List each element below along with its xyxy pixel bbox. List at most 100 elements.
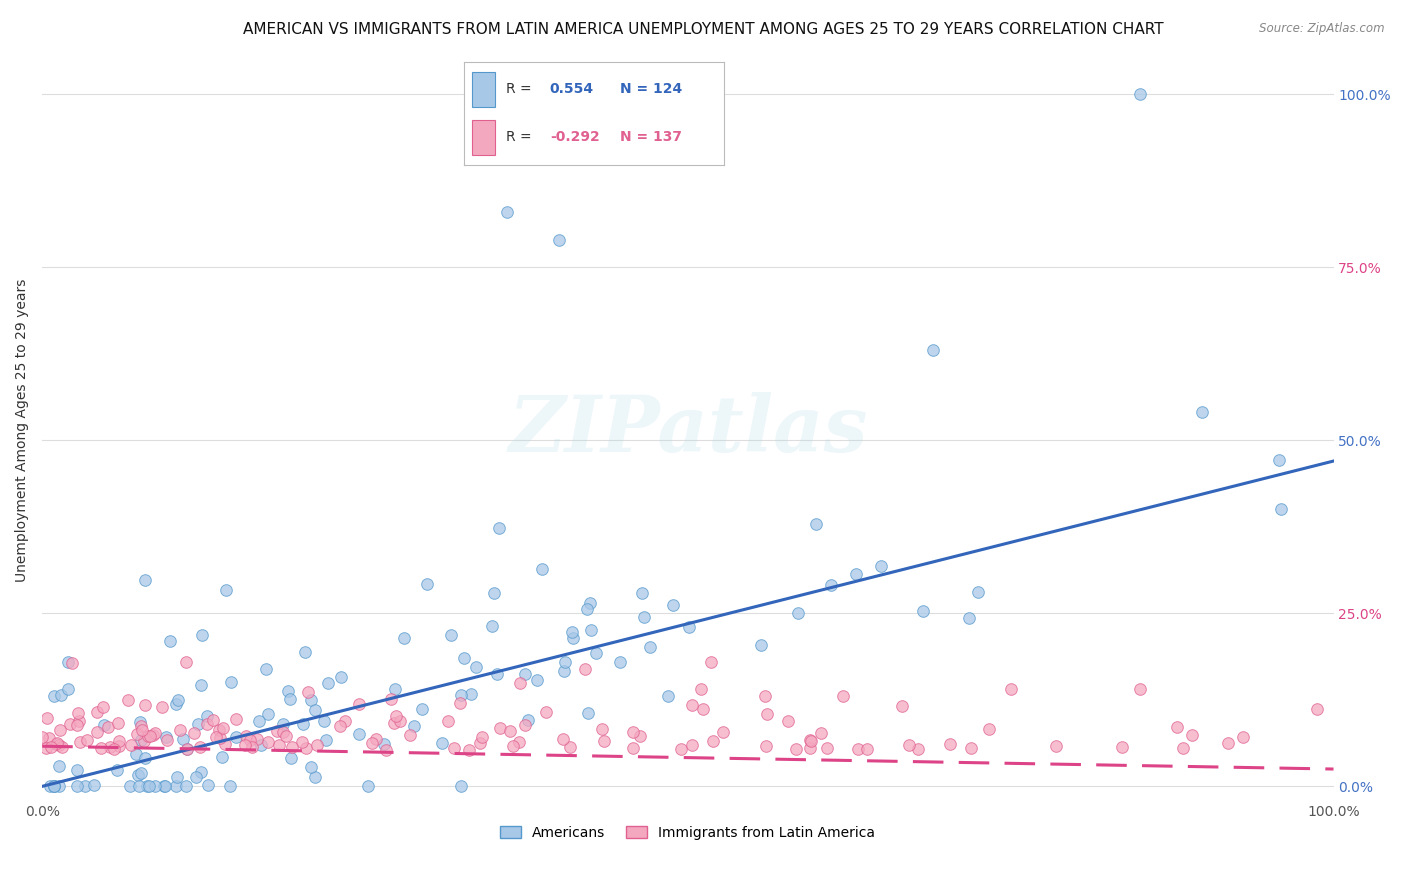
Point [225,712,247,726]
Point [31,730,53,744]
Point [402,718,425,732]
Point [609,656,631,670]
Point [48,759,70,773]
Point [165,697,187,711]
Point [1129,682,1152,697]
Point [221,675,243,690]
Point [167,693,190,707]
Point [846,741,869,756]
Point [56,682,79,697]
Point [254,662,277,676]
Point [190,678,212,692]
Point [411,701,433,715]
Point [349,727,371,741]
Point [299,693,322,707]
Point [776,714,799,729]
Point [464,660,486,674]
Point [274,729,297,743]
Point [127,768,149,782]
Point [49,723,72,737]
Point [938,737,960,751]
Point [124,747,146,762]
Point [271,717,294,731]
Point [131,718,153,732]
Point [751,639,773,653]
Point [488,521,510,535]
Point [561,624,583,639]
Point [1111,740,1133,755]
Point [128,780,150,794]
Point [799,733,821,747]
Point [208,723,231,738]
Point [267,738,290,752]
Point [785,741,807,756]
Point [256,735,278,749]
Point [800,734,823,748]
Point [83,778,105,792]
Point [201,713,224,727]
Point [576,602,599,616]
Point [195,709,218,723]
Point [515,667,537,681]
Point [468,735,491,749]
Point [669,742,692,756]
Point [333,714,356,728]
Point [98,739,121,754]
Point [755,739,778,754]
Point [188,740,211,755]
Point [66,718,89,732]
Y-axis label: Unemployment Among Ages 25 to 29 years: Unemployment Among Ages 25 to 29 years [15,278,30,582]
Point [136,729,159,743]
Point [633,610,655,624]
Point [678,620,700,634]
Point [278,691,301,706]
Point [318,675,340,690]
Point [394,631,416,645]
Point [579,596,602,610]
Point [66,706,89,721]
Point [443,740,465,755]
Point [143,726,166,740]
Point [187,717,209,731]
Point [509,675,531,690]
Text: R =: R = [506,82,531,96]
Point [460,687,482,701]
Point [156,733,179,747]
Point [97,720,120,734]
Point [360,736,382,750]
Point [73,780,96,794]
Point [810,725,832,739]
Point [172,732,194,747]
Point [979,723,1001,737]
Point [1045,739,1067,754]
Point [628,729,651,743]
Point [898,738,921,752]
Point [621,741,644,756]
Point [304,703,326,717]
Point [869,558,891,573]
Point [107,715,129,730]
Point [912,604,935,618]
Point [711,725,734,739]
Point [384,682,406,697]
Point [247,714,270,728]
Point [134,698,156,712]
Point [347,697,370,711]
Point [214,737,236,751]
Point [682,698,704,712]
Text: -0.292: -0.292 [550,130,599,145]
Text: R =: R = [506,130,531,145]
Point [66,763,89,777]
Point [190,764,212,779]
Point [35,741,58,756]
Point [1000,682,1022,697]
Point [547,233,569,247]
Point [554,656,576,670]
Point [42,780,65,794]
Point [574,662,596,676]
Point [129,733,152,747]
Point [294,645,316,659]
Text: 0.554: 0.554 [550,82,593,96]
Point [471,730,494,744]
Point [481,618,503,632]
